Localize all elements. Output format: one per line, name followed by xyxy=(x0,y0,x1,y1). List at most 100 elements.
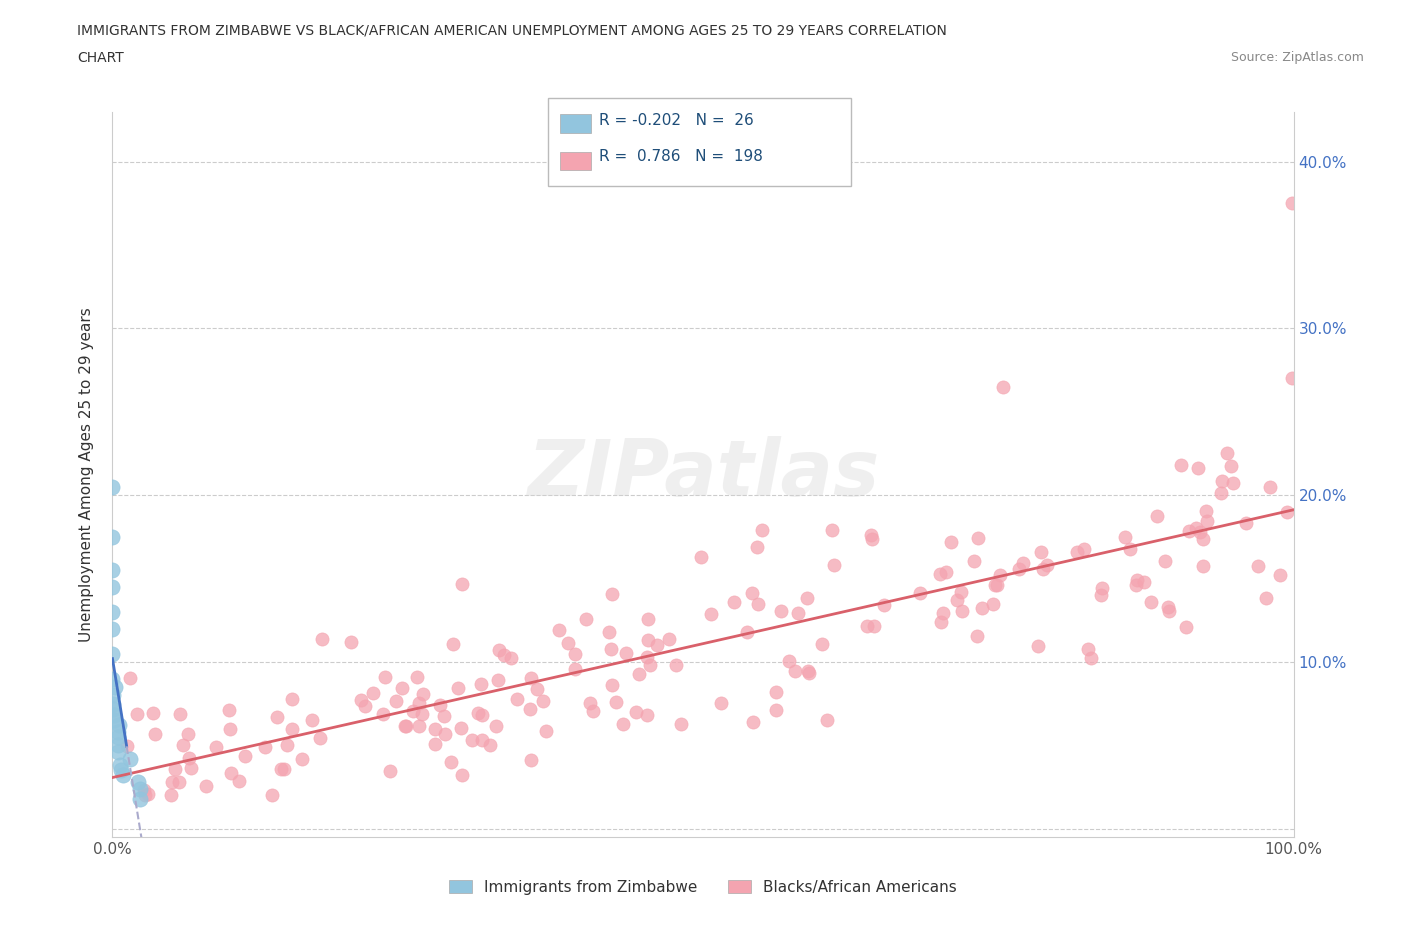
Point xyxy=(1175,619,1198,634)
Point xyxy=(1146,509,1168,524)
Point xyxy=(1220,458,1243,473)
Point xyxy=(981,597,1004,612)
Point xyxy=(1247,558,1270,573)
Point xyxy=(471,733,494,748)
Point xyxy=(101,579,124,594)
Point xyxy=(931,615,953,630)
Point xyxy=(301,712,323,727)
Point xyxy=(142,705,165,720)
Point xyxy=(564,661,586,676)
Text: Source: ZipAtlas.com: Source: ZipAtlas.com xyxy=(1230,51,1364,64)
Point xyxy=(765,685,787,700)
Point xyxy=(605,695,627,710)
Point xyxy=(385,694,408,709)
Point xyxy=(665,658,688,672)
Point xyxy=(910,585,932,600)
Text: CHART: CHART xyxy=(77,51,124,65)
Point xyxy=(796,591,818,605)
Point xyxy=(180,761,202,776)
Point xyxy=(485,719,508,734)
Point xyxy=(740,585,762,600)
Text: R = -0.202   N =  26: R = -0.202 N = 26 xyxy=(599,113,754,128)
Point xyxy=(129,791,152,806)
Point xyxy=(311,631,333,646)
Point xyxy=(260,788,283,803)
Point xyxy=(408,696,430,711)
Point xyxy=(1258,480,1281,495)
Point xyxy=(636,708,658,723)
Point xyxy=(1222,476,1244,491)
Point xyxy=(425,722,447,737)
Point xyxy=(270,762,292,777)
Point xyxy=(276,738,298,753)
Point xyxy=(291,752,314,767)
Point xyxy=(451,767,474,782)
Point xyxy=(110,763,132,777)
Point xyxy=(172,737,194,752)
Point xyxy=(233,749,256,764)
Point xyxy=(429,698,451,712)
Point xyxy=(600,642,623,657)
Point xyxy=(111,768,134,783)
Point xyxy=(107,724,129,739)
Point xyxy=(966,629,988,644)
Point xyxy=(219,765,242,780)
Point xyxy=(1268,567,1291,582)
Point xyxy=(101,529,124,544)
Point xyxy=(984,578,1007,592)
Point xyxy=(564,646,586,661)
Point xyxy=(769,604,792,618)
Point xyxy=(115,738,138,753)
Point xyxy=(1080,651,1102,666)
Point xyxy=(159,788,181,803)
Point xyxy=(134,788,156,803)
Point xyxy=(1031,545,1053,560)
Point xyxy=(647,637,669,652)
Point xyxy=(637,611,659,626)
Point xyxy=(433,709,456,724)
Point xyxy=(765,702,787,717)
Point xyxy=(669,716,692,731)
Point xyxy=(1159,604,1181,618)
Point xyxy=(939,535,962,550)
Point xyxy=(1066,545,1088,560)
Point xyxy=(101,604,124,619)
Point xyxy=(950,604,973,618)
Point xyxy=(741,714,763,729)
Point xyxy=(862,618,884,633)
Point xyxy=(440,754,463,769)
Point xyxy=(520,671,543,685)
Point xyxy=(520,753,543,768)
Point xyxy=(534,724,557,738)
Point xyxy=(1192,559,1215,574)
Point xyxy=(1178,524,1201,538)
Point xyxy=(751,523,773,538)
Point xyxy=(165,762,187,777)
Point xyxy=(470,677,492,692)
Point xyxy=(450,721,472,736)
Point xyxy=(1281,196,1303,211)
Point xyxy=(309,730,332,745)
Point xyxy=(797,664,820,679)
Point xyxy=(160,775,183,790)
Point xyxy=(1077,642,1099,657)
Point xyxy=(637,632,659,647)
Point xyxy=(408,719,430,734)
Point xyxy=(548,623,571,638)
Point xyxy=(101,697,124,711)
Legend: Immigrants from Zimbabwe, Blacks/African Americans: Immigrants from Zimbabwe, Blacks/African… xyxy=(449,880,957,895)
Point xyxy=(1195,504,1218,519)
Point xyxy=(1114,529,1136,544)
Point xyxy=(1191,532,1213,547)
Point xyxy=(1036,558,1059,573)
Point xyxy=(1187,460,1209,475)
Point xyxy=(281,692,304,707)
Point xyxy=(378,764,401,778)
Point xyxy=(467,706,489,721)
Point xyxy=(988,567,1011,582)
Point xyxy=(963,553,986,568)
Point xyxy=(281,721,304,736)
Point xyxy=(710,696,733,711)
Point xyxy=(478,737,501,752)
Point xyxy=(118,751,141,766)
